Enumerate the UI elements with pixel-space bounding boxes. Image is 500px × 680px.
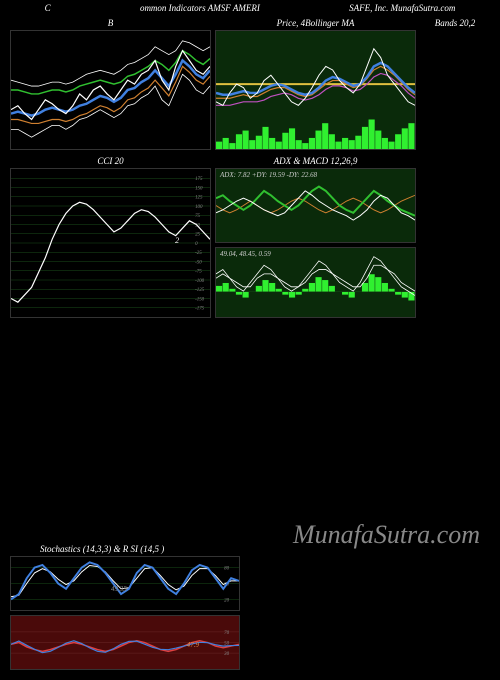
chart-macd: 49.04, 48.45, 0.59	[215, 247, 416, 318]
row-bollinger: B Price, 4Bollinger MA Bands 20,2	[0, 16, 500, 150]
svg-text:-100: -100	[195, 279, 205, 284]
svg-text:30: 30	[224, 652, 230, 657]
macd-values: 49.04, 48.45, 0.59	[220, 250, 271, 258]
page-header: C ommon Indicators AMSF AMERI SAFE, Inc.…	[0, 0, 500, 16]
svg-text:-175: -175	[195, 307, 205, 312]
svg-text:2: 2	[175, 236, 179, 245]
header-mid2: SAFE, Inc. MunafaSutra.com	[349, 3, 455, 13]
chart-bollinger-1	[10, 30, 211, 150]
rsi-value: 47.9	[187, 641, 199, 649]
svg-text:150: 150	[195, 186, 203, 191]
header-left: C	[45, 3, 51, 13]
adx-title: ADX & MACD 12,26,9	[215, 154, 416, 168]
watermark: MunafaSutra.com	[293, 520, 480, 550]
svg-text:-25: -25	[195, 251, 202, 256]
svg-text:125: 125	[195, 196, 203, 201]
svg-text:0: 0	[195, 242, 198, 247]
svg-text:20: 20	[224, 598, 230, 603]
bb-title-right: Bands 20,2	[420, 16, 490, 30]
svg-text:25: 25	[195, 233, 200, 238]
chart-stoch: 205080 49.35	[10, 556, 240, 611]
svg-text:-150: -150	[195, 297, 205, 302]
cci-title: CCI 20	[10, 154, 211, 168]
chart-rsi: 305070 47.9	[10, 615, 240, 670]
svg-text:-50: -50	[195, 260, 202, 265]
svg-text:-125: -125	[195, 288, 205, 293]
svg-text:70: 70	[224, 631, 230, 636]
chart-cci: 1751501251007550250-25-50-75-100-125-150…	[10, 168, 211, 318]
chart-bollinger-2	[215, 30, 416, 150]
svg-text:100: 100	[195, 205, 203, 210]
bottom-section: Stochastics (14,3,3) & R SI (14,5 ) 2050…	[0, 542, 500, 680]
header-mid1: ommon Indicators AMSF AMERI	[140, 3, 260, 13]
chart-adx: ADX: 7.82 +DY: 19.59 -DY: 22.68	[215, 168, 416, 243]
svg-text:80: 80	[224, 567, 230, 572]
stoch-value: 49.35	[111, 585, 127, 593]
row-cci-adx: CCI 20 1751501251007550250-25-50-75-100-…	[0, 154, 500, 318]
adx-values: ADX: 7.82 +DY: 19.59 -DY: 22.68	[220, 171, 317, 179]
svg-text:75: 75	[195, 214, 200, 219]
svg-text:-75: -75	[195, 270, 202, 275]
svg-text:175: 175	[195, 177, 203, 182]
bb-title-left: B	[10, 16, 211, 30]
bb-title-center: Price, 4Bollinger MA	[215, 16, 416, 30]
